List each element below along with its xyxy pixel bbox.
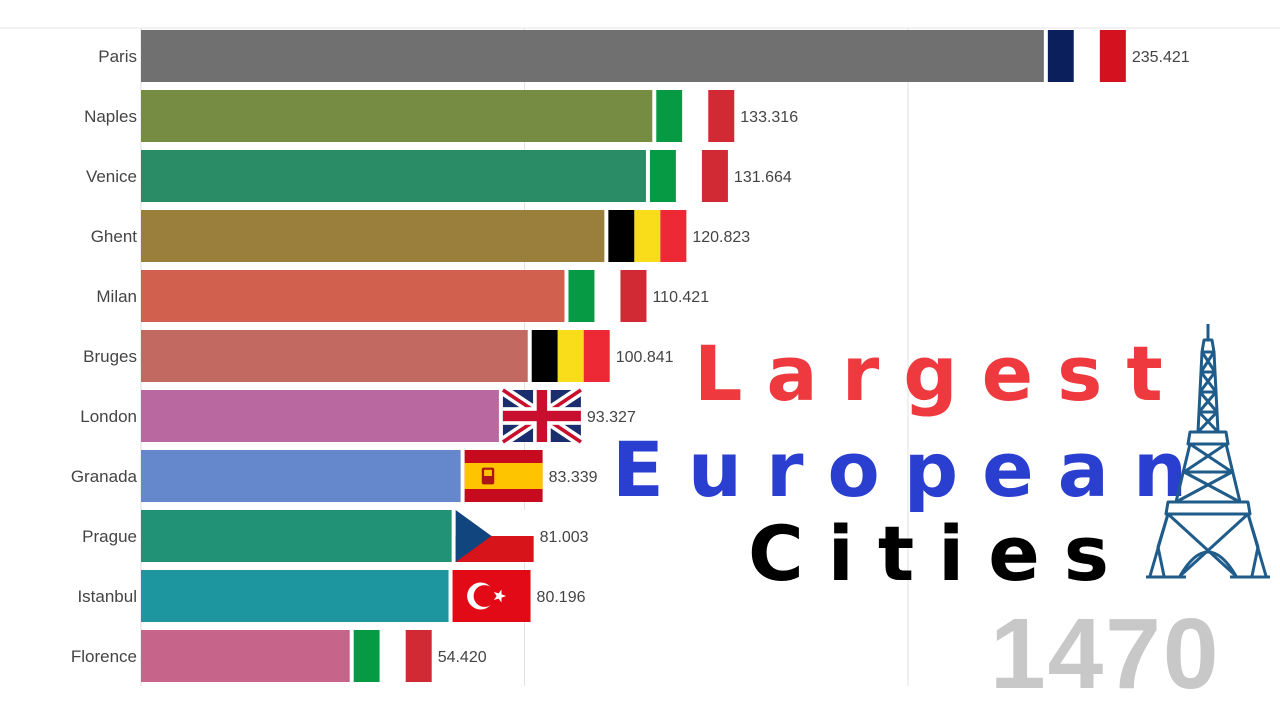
flags-layer (353, 30, 1126, 682)
value-label-istanbul: 80.196 (537, 589, 586, 606)
category-label-florence: Florence (71, 647, 137, 666)
bar-venice (141, 150, 646, 202)
title-line-european: European (612, 425, 1212, 514)
bar-london (141, 390, 499, 442)
flag-belgium-icon (608, 210, 687, 262)
bar-naples (141, 90, 653, 142)
value-label-milan: 110.421 (652, 289, 709, 306)
category-label-milan: Milan (96, 287, 137, 306)
flag-france-icon (1047, 30, 1126, 82)
bar-prague (141, 510, 452, 562)
bar-florence (141, 630, 350, 682)
bar-bruges (141, 330, 528, 382)
bar-istanbul (141, 570, 449, 622)
category-label-paris: Paris (98, 47, 137, 66)
value-label-bruges: 100.841 (616, 349, 674, 366)
title-line-cities: Cities (748, 509, 1133, 598)
value-label-naples: 133.316 (740, 109, 798, 126)
bar-ghent (141, 210, 605, 262)
flag-italy-icon (649, 150, 728, 202)
category-label-london: London (80, 407, 137, 426)
flag-italy-icon (568, 270, 647, 322)
value-label-prague: 81.003 (540, 529, 589, 546)
category-label-naples: Naples (84, 107, 137, 126)
flag-turkey-icon (452, 570, 531, 622)
flag-italy-icon (353, 630, 432, 682)
flag-czech-republic-icon (455, 510, 534, 562)
category-label-istanbul: Istanbul (77, 587, 137, 606)
bar-milan (141, 270, 565, 322)
category-label-granada: Granada (71, 467, 138, 486)
category-label-prague: Prague (82, 527, 137, 546)
labels-layer: Paris 235.421 Naples 133.316 Venice 131.664 Gh… (71, 47, 1190, 666)
flag-belgium-icon (531, 330, 610, 382)
bar-granada (141, 450, 461, 502)
title-line-largest: Largest (694, 329, 1187, 418)
bar-paris (141, 30, 1044, 82)
year-label: 1470 (990, 598, 1221, 710)
value-label-london: 93.327 (587, 409, 636, 426)
flag-spain-icon (464, 450, 543, 502)
category-label-venice: Venice (86, 167, 137, 186)
value-label-florence: 54.420 (438, 649, 487, 666)
category-label-ghent: Ghent (91, 227, 138, 246)
bars-layer (141, 30, 1044, 682)
value-label-granada: 83.339 (549, 469, 598, 486)
value-label-paris: 235.421 (1132, 49, 1190, 66)
value-label-ghent: 120.823 (692, 229, 750, 246)
flag-united-kingdom-icon (500, 385, 584, 447)
value-label-venice: 131.664 (734, 169, 792, 186)
flag-italy-icon (656, 90, 735, 142)
category-label-bruges: Bruges (83, 347, 137, 366)
eiffel-tower-icon (1146, 324, 1270, 579)
